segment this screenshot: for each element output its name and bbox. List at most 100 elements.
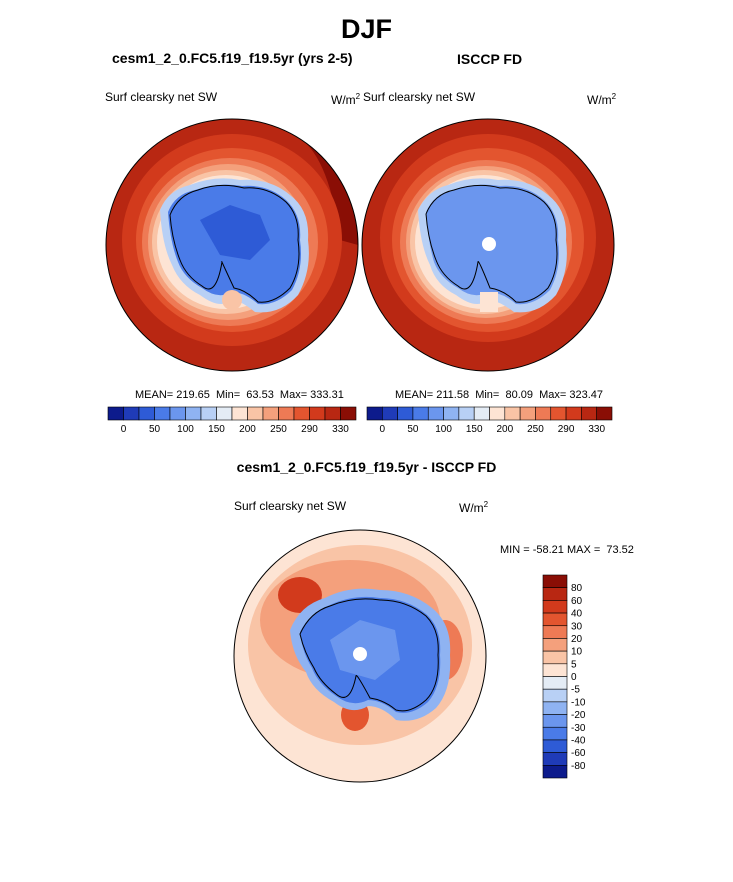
left-colorbar-tick-label: 0: [121, 424, 127, 435]
left-variable-label: Surf clearsky net SW: [105, 90, 218, 104]
right-units-exp: 2: [611, 92, 617, 101]
left-colorbar-swatch: [185, 406, 202, 421]
left-units-base: W/m: [331, 93, 356, 107]
left-map-coastline: [169, 184, 300, 303]
left-colorbar-swatch: [200, 406, 217, 421]
left-map-max-band: [300, 130, 358, 245]
diff-map: [234, 530, 486, 782]
diff-map-coastline: [299, 598, 439, 712]
right-colorbar-swatch: [596, 406, 613, 421]
right-map-border: [361, 118, 615, 372]
right-colorbar-tick-label: 100: [435, 424, 452, 435]
right-colorbar-swatch: [458, 406, 475, 421]
diff-units-label: W/m2: [459, 500, 488, 515]
diff-colorbar-tick-label: -5: [571, 685, 580, 696]
right-units-base: W/m: [587, 93, 612, 107]
diff-colorbar-swatch: [542, 765, 568, 779]
right-colorbar-tick-label: 250: [527, 424, 544, 435]
diff-colorbar-swatch: [542, 739, 568, 753]
left-colorbar-swatch: [169, 406, 186, 421]
diff-colorbar-swatch: [542, 600, 568, 614]
right-map-ross-feature: [480, 292, 498, 312]
left-colorbar-swatch: [138, 406, 155, 421]
right-map-pole-hole: [482, 237, 496, 251]
left-colorbar-swatch: [293, 406, 310, 421]
left-colorbar-tick-label: 330: [332, 424, 349, 435]
right-colorbar-swatch: [443, 406, 460, 421]
right-map-coastline: [425, 184, 558, 303]
diff-colorbar-tick-label: -10: [571, 697, 586, 708]
diff-units-base: W/m: [459, 501, 484, 515]
right-colorbar-tick-label: 0: [380, 424, 386, 435]
left-colorbar-swatch: [278, 406, 295, 421]
diff-colorbar-tick-label: -60: [571, 748, 586, 759]
right-colorbar: 0 50 100 150 200 250 290 330: [366, 406, 613, 435]
diff-colorbar-tick-label: -80: [571, 761, 586, 772]
left-colorbar-tick-label: 100: [177, 424, 194, 435]
diff-map-pole-hole: [353, 647, 367, 661]
left-colorbar-tick-label: 250: [270, 424, 287, 435]
diff-colorbar-swatch: [542, 638, 568, 652]
left-colorbar-tick-label: 150: [208, 424, 225, 435]
left-colorbar-tick-label: 290: [301, 424, 318, 435]
right-colorbar-swatch: [504, 406, 521, 421]
left-map: [106, 119, 358, 371]
right-colorbar-swatch: [581, 406, 597, 421]
diff-colorbar-swatch: [542, 726, 568, 741]
right-colorbar-swatch: [519, 406, 536, 421]
left-colorbar-swatch: [340, 406, 357, 421]
diff-colorbar-tick-label: -40: [571, 735, 586, 746]
left-colorbar-swatch: [262, 406, 279, 421]
left-colorbar-swatch: [154, 406, 171, 421]
diff-colorbar-tick-label: 30: [571, 621, 583, 632]
left-units-exp: 2: [355, 92, 361, 101]
left-units-label: W/m2: [331, 92, 360, 107]
diff-colorbar-swatch: [542, 701, 568, 715]
diff-colorbar-tick-label: 40: [571, 609, 583, 620]
diff-colorbar-swatch: [542, 752, 568, 766]
diff-colorbar-tick-label: 80: [571, 583, 583, 594]
right-units-label: W/m2: [587, 92, 616, 107]
diff-colorbar-swatch: [542, 688, 568, 703]
left-panel-title: cesm1_2_0.FC5.f19_f19.5yr (yrs 2-5): [112, 50, 353, 66]
diff-colorbar-swatch: [542, 676, 568, 690]
left-colorbar-swatch: [216, 406, 233, 421]
left-colorbar-swatch: [107, 406, 124, 421]
diff-colorbar-swatch: [542, 574, 568, 588]
diff-colorbar-tick-label: 60: [571, 596, 583, 607]
left-map-plateau: [200, 205, 270, 260]
diff-colorbar-tick-label: 10: [571, 647, 583, 658]
diff-panel-title: cesm1_2_0.FC5.f19_f19.5yr - ISCCP FD: [236, 459, 497, 475]
right-colorbar-swatch: [535, 406, 552, 421]
figure-title: DJF: [340, 14, 392, 44]
left-colorbar-swatch: [231, 406, 248, 421]
diff-colorbar-tick-label: -30: [571, 723, 586, 734]
right-colorbar-swatch: [397, 406, 414, 421]
diff-colorbar-tick-label: -20: [571, 710, 586, 721]
left-colorbar-tick-label: 200: [239, 424, 256, 435]
right-colorbar-tick-label: 200: [496, 424, 513, 435]
left-colorbar-swatch: [309, 406, 326, 421]
right-colorbar-tick-label: 330: [588, 424, 605, 435]
diff-colorbar-tick-label: 0: [571, 672, 577, 683]
right-colorbar-swatch: [366, 406, 383, 421]
right-colorbar-tick-label: 50: [407, 424, 419, 435]
left-map-ross-feature: [222, 290, 242, 310]
right-colorbar-tick-label: 290: [558, 424, 575, 435]
diff-units-exp: 2: [483, 500, 489, 509]
left-map-border: [105, 118, 359, 372]
diff-colorbar-swatch: [542, 714, 568, 728]
right-colorbar-swatch: [427, 406, 444, 421]
diff-colorbar-swatch: [542, 663, 568, 677]
right-colorbar-swatch: [550, 406, 567, 421]
left-colorbar-tick-label: 50: [149, 424, 161, 435]
diff-variable-label: Surf clearsky net SW: [234, 499, 347, 513]
left-colorbar: 0 50 100 150 200 250 290 330: [107, 406, 357, 435]
right-colorbar-swatch: [473, 406, 490, 421]
right-colorbar-swatch: [382, 406, 398, 421]
diff-colorbar-swatch: [542, 587, 568, 601]
diff-minmax: MIN = -58.21 MAX = 73.52: [500, 544, 634, 556]
right-panel-title: ISCCP FD: [457, 51, 523, 67]
